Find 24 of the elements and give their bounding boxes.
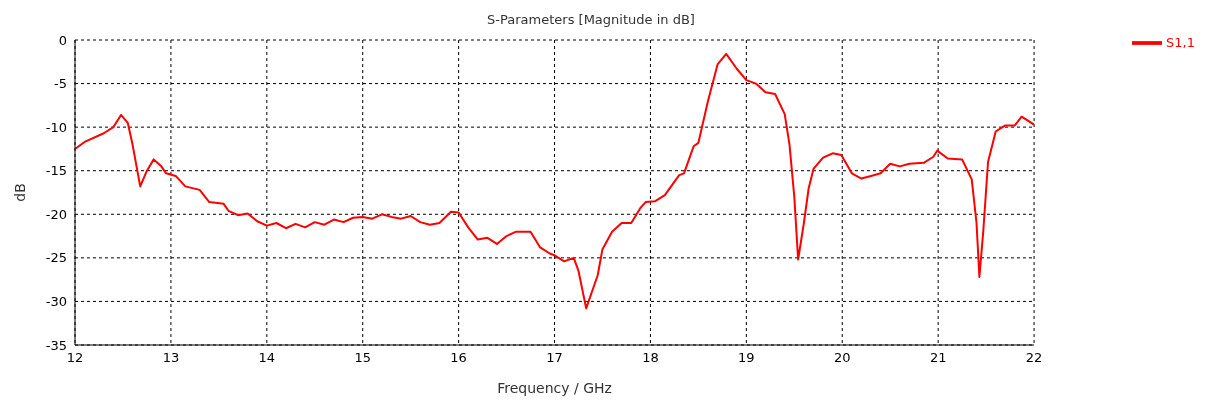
y-tick-label: -5 bbox=[54, 76, 67, 92]
x-tick-label: 14 bbox=[258, 350, 276, 366]
x-tick-label: 12 bbox=[66, 350, 84, 366]
chart-title: S-Parameters [Magnitude in dB] bbox=[486, 12, 696, 27]
line-series bbox=[75, 52, 1035, 310]
y-tick-label: -30 bbox=[45, 294, 67, 310]
y-axis-title: dB bbox=[11, 183, 28, 202]
y-tick-label: -10 bbox=[45, 119, 67, 135]
x-tick-label: 16 bbox=[450, 350, 467, 366]
x-tick-label: 18 bbox=[642, 350, 659, 366]
x-tick-label: 22 bbox=[1025, 350, 1043, 366]
y-tick-label: -15 bbox=[45, 163, 67, 179]
x-tick-label: 13 bbox=[162, 350, 180, 366]
y-tick-label: -25 bbox=[45, 250, 67, 266]
legend-label: S1,1 bbox=[1166, 34, 1195, 50]
x-tick-label: 20 bbox=[833, 350, 851, 366]
y-tick-label: 0 bbox=[58, 32, 67, 48]
x-tick-label: 21 bbox=[929, 350, 947, 366]
x-tick-label: 15 bbox=[354, 350, 371, 366]
y-tick-label: -20 bbox=[45, 206, 67, 222]
x-tick-label: 17 bbox=[546, 350, 563, 366]
x-tick-label: 19 bbox=[738, 350, 755, 366]
x-axis-title: Frequency / GHz bbox=[497, 380, 612, 396]
y-tick-label: -35 bbox=[45, 337, 67, 353]
